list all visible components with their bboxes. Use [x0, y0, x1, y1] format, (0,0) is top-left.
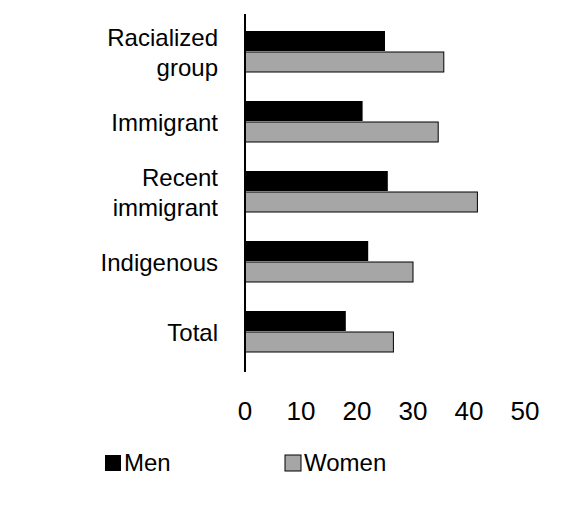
- legend-label: Men: [124, 449, 171, 476]
- bar: [245, 171, 388, 191]
- legend-label: Women: [304, 449, 386, 476]
- axis-line: [244, 14, 246, 372]
- bar: [245, 31, 385, 51]
- category-label-line: Total: [167, 319, 218, 346]
- bar: [245, 52, 444, 72]
- bar: [245, 241, 368, 261]
- legend-swatch: [105, 455, 121, 471]
- category-label-line: Recent: [142, 164, 218, 191]
- bar: [245, 262, 413, 282]
- tick-label: 20: [343, 396, 372, 426]
- bar: [245, 101, 363, 121]
- category-label: Recent immigrant: [113, 164, 219, 221]
- category-label-line: group: [157, 54, 218, 81]
- tick-label: 50: [511, 396, 540, 426]
- bar: [245, 122, 438, 142]
- bar: [245, 311, 346, 331]
- chart: Racialized group Immigrant Recent immigrant I…: [0, 0, 574, 508]
- category-label-line: immigrant: [113, 194, 219, 221]
- category-label-line: Indigenous: [101, 249, 218, 276]
- category-label: Indigenous: [101, 249, 218, 276]
- bar: [245, 332, 393, 352]
- tick-label: 30: [399, 396, 428, 426]
- category-label: Racialized group: [107, 24, 218, 81]
- category-label-line: Immigrant: [111, 109, 218, 136]
- category-label-line: Racialized: [107, 24, 218, 51]
- tick-label: 0: [238, 396, 252, 426]
- legend-swatch: [285, 455, 301, 471]
- tick-label: 40: [455, 396, 484, 426]
- bar: [245, 192, 477, 212]
- category-label: Immigrant: [111, 109, 218, 136]
- category-label: Total: [167, 319, 218, 346]
- tick-label: 10: [287, 396, 316, 426]
